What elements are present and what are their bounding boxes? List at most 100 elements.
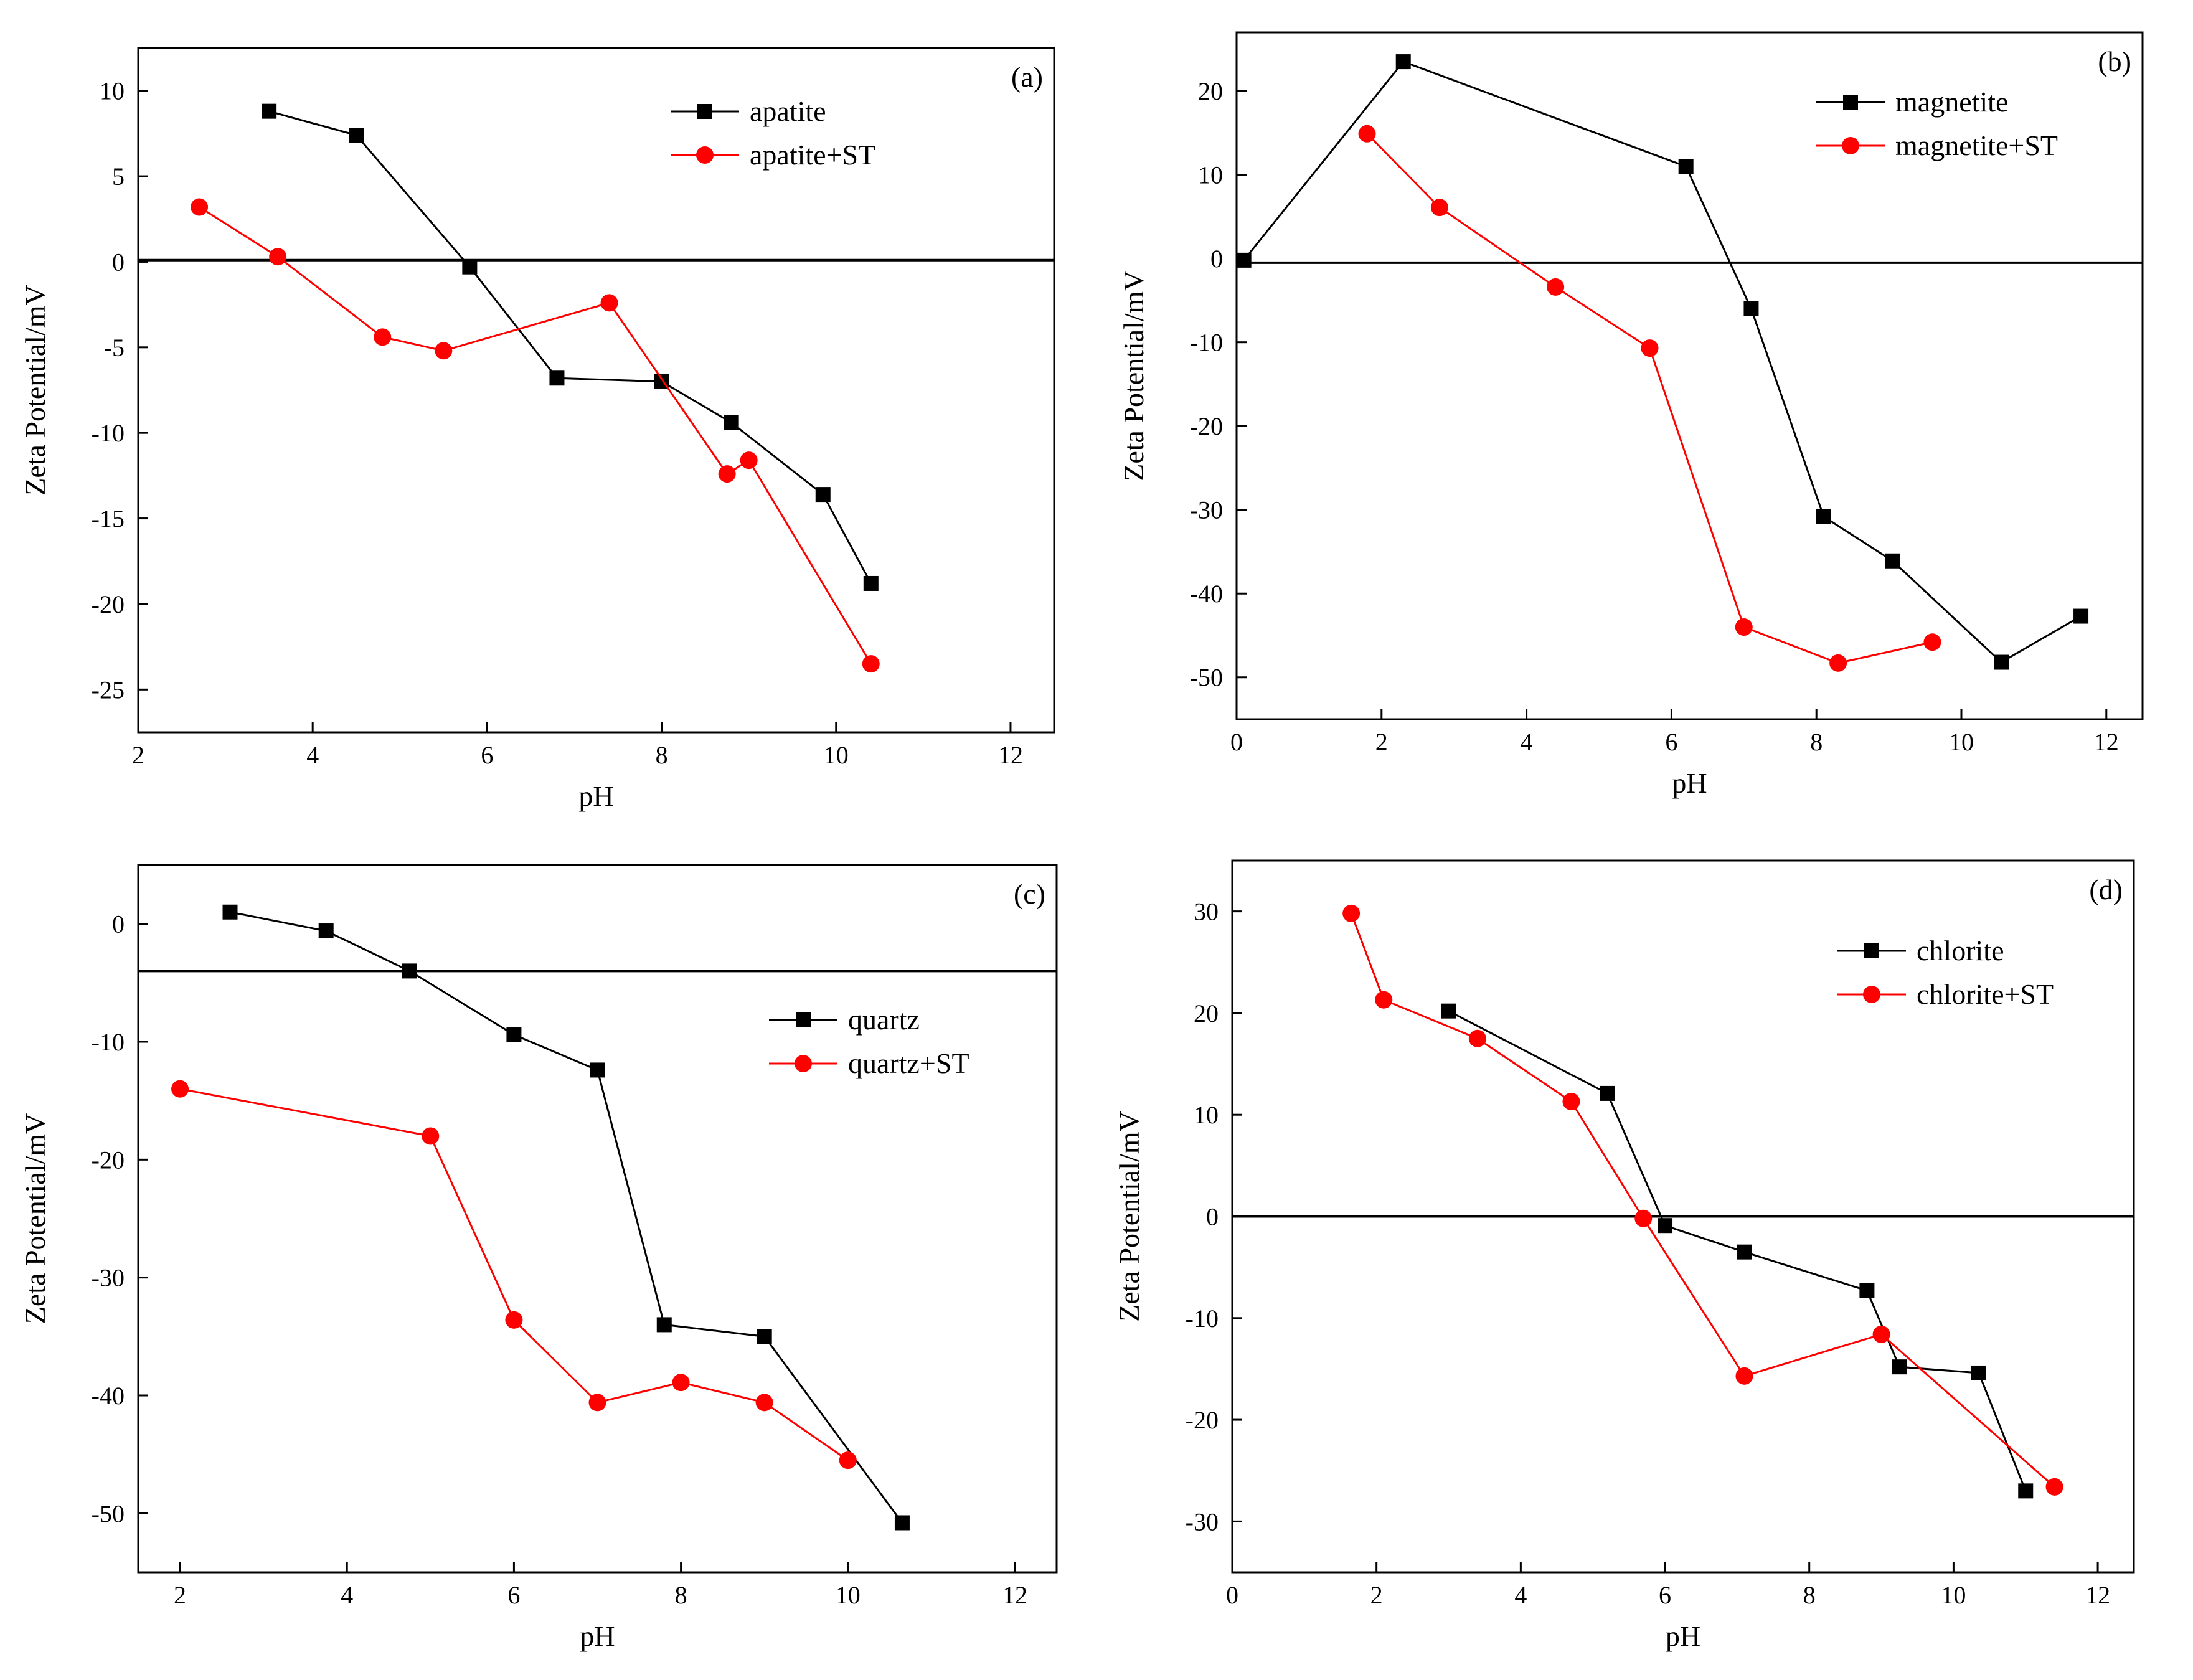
x-tick-label: 2 [174, 1581, 186, 1609]
data-point [862, 655, 880, 673]
x-tick-label: 4 [1514, 1581, 1527, 1609]
data-point [839, 1451, 857, 1470]
legend-label: magnetite [1895, 86, 2008, 118]
legend-label: quartz [848, 1004, 920, 1036]
panel-label: (c) [1014, 878, 1045, 910]
data-point [1994, 654, 2009, 670]
data-point [1441, 1003, 1456, 1019]
x-axis-title: pH [578, 780, 613, 812]
x-tick-label: 6 [481, 741, 493, 769]
data-point [894, 1515, 910, 1531]
data-point [1816, 509, 1831, 524]
series-magnetite [1236, 54, 2089, 670]
y-tick-label: -30 [92, 1264, 125, 1292]
x-tick-label: 10 [824, 741, 849, 769]
x-tick-label: 12 [998, 741, 1023, 769]
data-point [590, 1062, 605, 1078]
y-axis-title: Zeta Potential/mV [1118, 270, 1149, 481]
data-point [672, 1374, 690, 1392]
data-point [815, 487, 831, 503]
data-point [740, 451, 758, 470]
x-tick-label: 0 [1230, 728, 1243, 756]
legend-label: chlorite [1917, 935, 2004, 966]
x-tick-label: 8 [1810, 728, 1823, 756]
data-point [506, 1027, 522, 1042]
data-point [1892, 1359, 1907, 1375]
x-tick-label: 8 [675, 1581, 687, 1609]
data-point [1971, 1365, 1986, 1380]
x-tick-label: 4 [306, 741, 319, 769]
y-tick-label: -25 [92, 676, 125, 704]
y-tick-label: -40 [1190, 580, 1223, 608]
data-point [863, 575, 879, 591]
data-point [171, 1080, 189, 1098]
y-tick-label: 10 [100, 77, 125, 105]
series-apatite [262, 103, 879, 591]
series-quartz-plus-ST [171, 1080, 857, 1470]
data-point [2018, 1483, 2034, 1499]
x-tick-label: 2 [132, 741, 144, 769]
x-tick-label: 12 [2094, 728, 2119, 756]
y-tick-label: -40 [92, 1382, 125, 1410]
data-point [1735, 618, 1753, 636]
y-tick-label: 0 [112, 910, 125, 938]
series-chlorite [1441, 1003, 2034, 1499]
x-tick-label: 12 [2085, 1581, 2110, 1609]
legend-marker [1863, 986, 1880, 1003]
x-tick-label: 10 [836, 1581, 861, 1609]
data-point [269, 248, 287, 266]
legend-entry: quartz+ST [769, 1047, 969, 1079]
y-tick-label: -50 [92, 1499, 125, 1527]
y-tick-label: -10 [1190, 329, 1223, 357]
data-point [374, 328, 392, 346]
panel-a: 2 4 6 8 10 12 10 5 0 -5 -10 -15 -20 -25 pH Zeta Potenti… [19, 47, 1055, 812]
data-point [435, 342, 453, 360]
data-point [1829, 654, 1847, 672]
y-tick-label: -10 [92, 419, 125, 447]
x-tick-label: 2 [1375, 728, 1388, 756]
data-point [656, 1317, 672, 1333]
data-point [1923, 633, 1941, 651]
y-tick-label: 0 [1206, 1203, 1219, 1231]
y-tick-label: -20 [1190, 412, 1223, 440]
data-point [600, 294, 618, 312]
y-tick-label: -15 [92, 505, 125, 533]
y-axis-title: Zeta Potential/mV [19, 285, 51, 496]
data-point [1547, 278, 1565, 296]
y-tick-label: 0 [112, 248, 125, 276]
x-tick-label: 4 [1521, 728, 1533, 756]
y-tick-label: -10 [92, 1028, 125, 1056]
legend-entry: apatite+ST [671, 139, 875, 171]
series-apatite-plus-ST [191, 198, 880, 673]
y-tick-label: 30 [1194, 898, 1219, 926]
x-tick-label: 12 [1002, 1581, 1027, 1609]
data-point [1737, 1244, 1752, 1260]
plot-frame [137, 47, 1055, 734]
data-point [1600, 1085, 1615, 1101]
data-point [1358, 125, 1376, 143]
panel-c: 2 4 6 8 10 12 0 -10 -20 -30 -40 -50 pH Zeta Potential… [19, 864, 1058, 1652]
series-line [1448, 1010, 2027, 1491]
data-point [318, 923, 334, 939]
y-tick-label: 10 [1194, 1101, 1219, 1129]
legend-entry: magnetite+ST [1816, 130, 2058, 161]
x-tick-label: 10 [1941, 1581, 1966, 1609]
y-axis-title: Zeta Potential/mV [19, 1113, 51, 1324]
data-point [262, 103, 277, 119]
series-magnetite-plus-ST [1358, 125, 1941, 672]
x-tick-label: 10 [1949, 728, 1974, 756]
x-axis-title: pH [1666, 1620, 1700, 1652]
x-tick-label: 6 [507, 1581, 520, 1609]
data-point [1342, 904, 1361, 922]
series-line [1243, 60, 2082, 664]
legend-entry: quartz [769, 1004, 920, 1036]
data-point [588, 1394, 606, 1412]
legend-entry: apatite [671, 95, 826, 127]
y-tick-label: -20 [92, 590, 125, 618]
y-tick-label: -20 [92, 1146, 125, 1174]
legend-label: magnetite+ST [1895, 130, 2058, 161]
y-tick-label: 0 [1210, 245, 1223, 273]
x-tick-label: 8 [1803, 1581, 1816, 1609]
y-tick-label: 5 [112, 163, 125, 191]
data-point [1641, 339, 1659, 357]
